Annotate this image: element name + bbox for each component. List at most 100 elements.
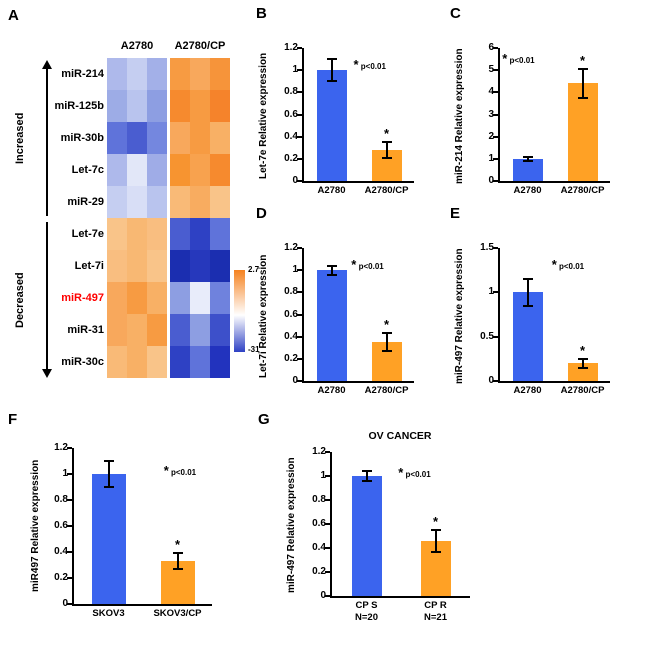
heatmap-colorbar (234, 270, 245, 352)
data-bar (567, 83, 598, 181)
heatmap-cell (170, 282, 190, 314)
y-tick-mark (325, 451, 330, 453)
heatmap-row-label: Let-7c (71, 164, 104, 176)
y-tick-mark (297, 180, 302, 182)
y-tick-mark (493, 380, 498, 382)
heatmap-cell (107, 90, 127, 122)
y-tick-mark (493, 291, 498, 294)
error-bar-cap (577, 366, 588, 369)
panel-D-plot: 0 0.2 0.4 0.6 0.8 1 1.2 A2780 * A2780/CP * p<0.01 (284, 242, 414, 396)
significance-note-star: * (163, 463, 169, 478)
error-bar-cap (103, 486, 114, 488)
heatmap-row (107, 250, 230, 282)
error-bar-cap (577, 68, 588, 71)
y-tick-mark (325, 499, 330, 501)
y-tick-label: 0.2 (284, 352, 298, 364)
heatmap-row (107, 90, 230, 122)
y-tick-label: 0.5 (480, 330, 494, 342)
heatmap-cell (190, 218, 210, 250)
y-tick-label: 4 (488, 86, 494, 98)
y-tick-mark (297, 247, 302, 249)
y-tick-mark (493, 135, 498, 138)
error-bar-cap (381, 350, 392, 353)
y-tick-label: 0.6 (54, 520, 68, 531)
y-tick-label: 1.2 (312, 446, 326, 457)
error-bar-cap (326, 80, 337, 83)
heatmap-row-label: miR-497 (61, 292, 104, 304)
heatmap-cell (147, 250, 167, 282)
heatmap-cell (107, 58, 127, 90)
heatmap-cell (170, 90, 190, 122)
heatmap-cell (147, 58, 167, 90)
error-bar-line (365, 471, 368, 481)
panel-B-plot: 0 0.2 0.4 0.6 0.8 1 1.2 A2780 * A2780/CP * p<0.01 (284, 42, 414, 196)
heatmap-cell (107, 218, 127, 250)
heatmap-cell (210, 282, 230, 314)
error-bar-cap (326, 264, 337, 267)
x-tick-label: A2780/CP (364, 385, 409, 396)
heatmap-cell (210, 154, 230, 186)
y-tick-mark (297, 335, 302, 338)
y-tick-label: 0.2 (312, 566, 326, 577)
heatmap-cell (127, 186, 147, 218)
error-bar-line (107, 461, 110, 487)
y-tick-label: 0.4 (284, 330, 298, 342)
panel-letter-A: A (8, 7, 19, 24)
y-tick-mark (297, 291, 302, 294)
significance-note-star: * (398, 465, 404, 480)
data-bar (91, 474, 126, 604)
heatmap-cell (107, 282, 127, 314)
significance-star: * (174, 537, 181, 553)
error-bar-cap (430, 550, 441, 553)
arrow-up-head-icon (42, 60, 52, 69)
data-bar (316, 270, 347, 381)
heatmap-cell (190, 250, 210, 282)
heatmap-cell (210, 314, 230, 346)
significance-star: * (383, 317, 390, 333)
heatmap-row (107, 186, 230, 218)
y-tick-mark (493, 113, 498, 116)
error-bar-line (330, 59, 333, 82)
significance-note: * p<0.01 (351, 256, 383, 274)
y-axis-label-E: miR-497 Relative expression (454, 248, 465, 384)
significance-star: * (579, 342, 586, 358)
heatmap-row-label: miR-125b (54, 100, 104, 112)
x-tick-label: A2780 (317, 185, 346, 196)
error-bar-cap (381, 332, 392, 335)
y-tick-mark (297, 380, 302, 382)
x-tick-label: CP R N=21 (424, 600, 447, 623)
significance-note: * p<0.01 (398, 464, 430, 482)
y-tick-mark (325, 475, 330, 477)
y-tick-label: 0 (292, 375, 298, 386)
y-tick-label: 0.8 (312, 494, 326, 505)
panel-D: D Let-7i Relative expression 0 0.2 0.4 0.6 0… (256, 206, 426, 406)
y-tick-mark (325, 571, 330, 573)
error-bar-cap (361, 479, 372, 482)
error-bar-cap (172, 552, 183, 555)
x-tick-label: SKOV3/CP (153, 608, 202, 619)
increased-arrow (42, 60, 52, 216)
error-bar-cap (326, 273, 337, 276)
heatmap-cell (210, 122, 230, 154)
arrow-down-head-icon (42, 369, 52, 378)
heatmap-row (107, 58, 230, 90)
y-tick-mark (493, 247, 498, 249)
heatmap-cell (127, 154, 147, 186)
heatmap-cell (210, 346, 230, 378)
significance-note: * p<0.01 (502, 50, 534, 68)
y-tick-mark (67, 525, 72, 527)
heatmap-cell (190, 186, 210, 218)
heatmap-cell (107, 346, 127, 378)
heatmap-cell (147, 346, 167, 378)
y-tick-label: 0.6 (284, 308, 298, 320)
y-tick-mark (297, 91, 302, 94)
y-tick-mark (325, 595, 330, 597)
y-tick-mark (493, 69, 498, 72)
significance-note-star: * (502, 51, 508, 66)
error-bar-line (176, 553, 179, 569)
heatmap-cell (210, 250, 230, 282)
arrow-stem (46, 68, 48, 216)
heatmap-cell (147, 314, 167, 346)
heatmap-cell (107, 154, 127, 186)
heatmap-cell (147, 218, 167, 250)
